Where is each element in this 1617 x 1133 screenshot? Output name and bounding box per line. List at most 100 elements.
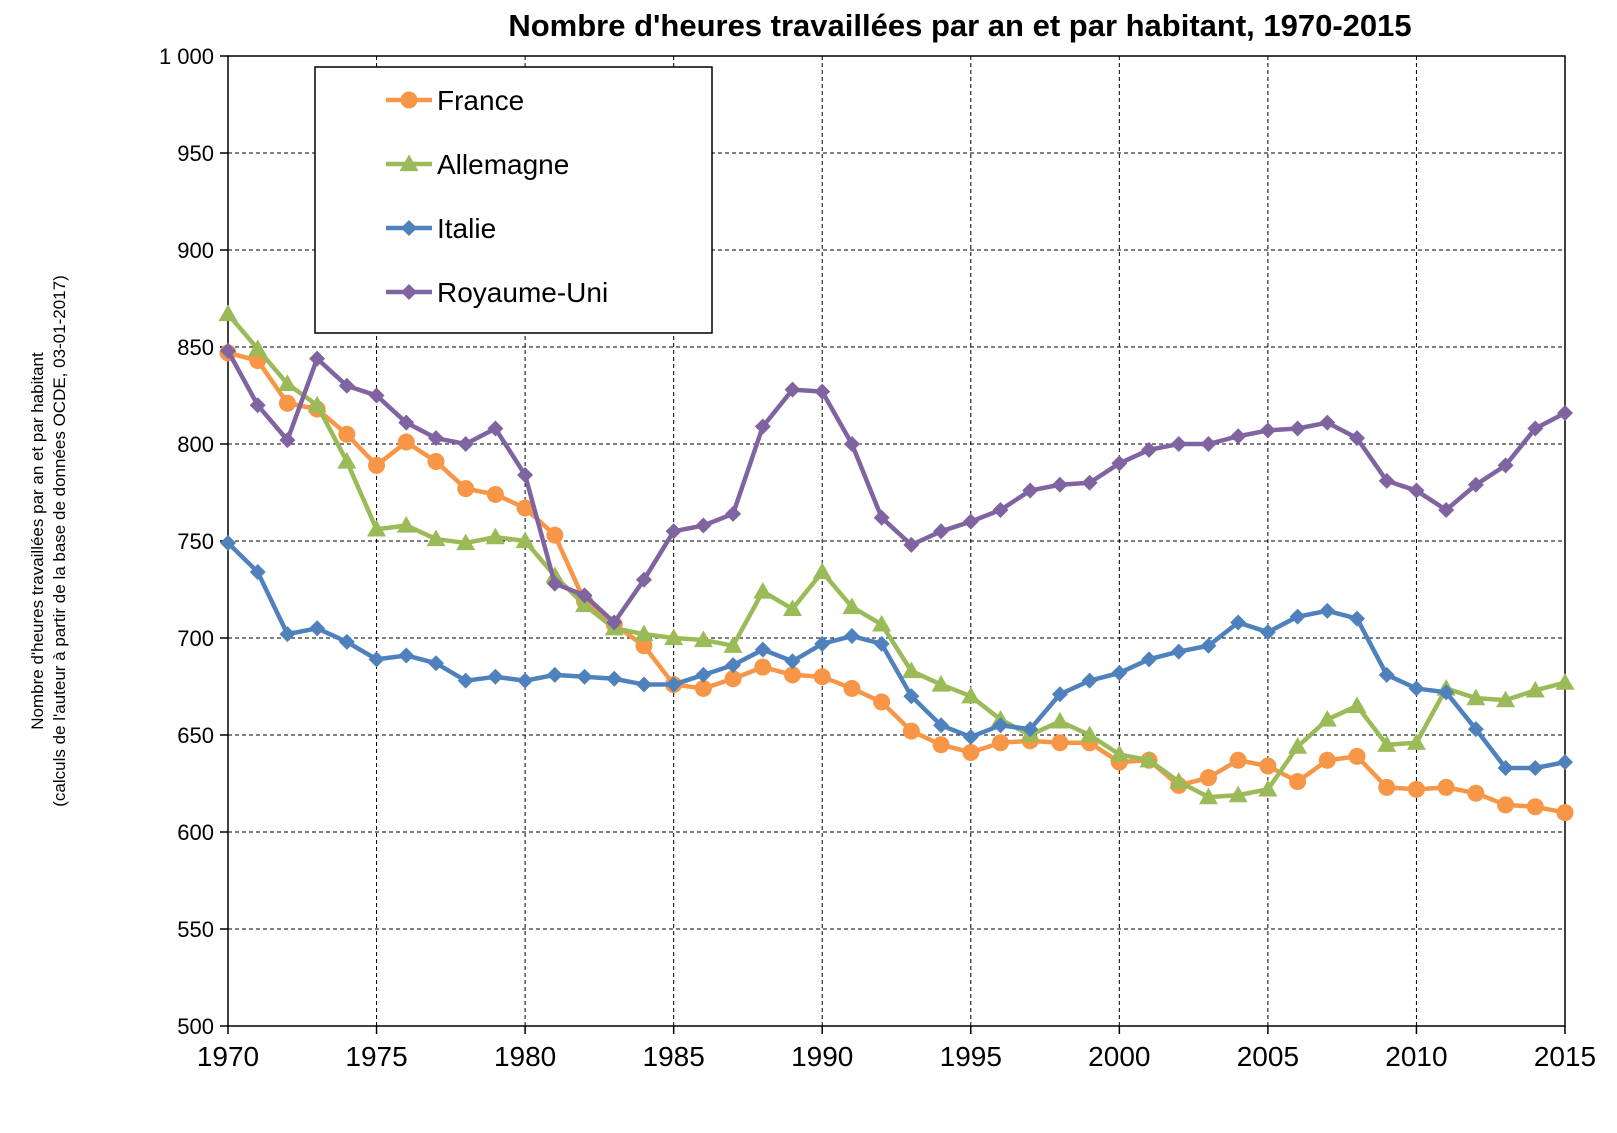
y-axis-label-line2: (calculs de l'auteur à partir de la base… bbox=[50, 275, 69, 807]
data-point-allemagne bbox=[931, 675, 951, 692]
data-point-royaume-uni bbox=[1408, 482, 1425, 499]
data-point-france bbox=[486, 485, 504, 503]
data-point-italie bbox=[1081, 672, 1098, 689]
data-point-italie bbox=[249, 564, 266, 581]
data-point-royaume-uni bbox=[1081, 474, 1098, 491]
x-tick-label: 1985 bbox=[643, 1041, 705, 1072]
chart-title: Nombre d'heures travaillées par an et pa… bbox=[508, 8, 1411, 43]
data-point-france bbox=[1467, 784, 1485, 802]
legend-item-france: France bbox=[386, 85, 524, 116]
data-point-royaume-uni bbox=[1497, 457, 1514, 474]
legend: France Allemagne Italie Royaume-Uni bbox=[314, 66, 713, 334]
y-tick-label: 700 bbox=[177, 626, 214, 651]
data-point-royaume-uni bbox=[1141, 441, 1158, 458]
data-point-royaume-uni bbox=[1467, 476, 1484, 493]
data-point-royaume-uni bbox=[576, 587, 593, 604]
data-point-royaume-uni bbox=[1289, 420, 1306, 437]
data-point-royaume-uni bbox=[635, 571, 652, 588]
data-point-allemagne bbox=[1347, 696, 1367, 714]
x-tick-label: 2005 bbox=[1237, 1041, 1299, 1072]
data-point-italie bbox=[1527, 759, 1544, 776]
data-point-allemagne bbox=[1080, 725, 1100, 743]
legend-item-allemagne: Allemagne bbox=[386, 149, 569, 180]
data-point-royaume-uni bbox=[1319, 414, 1336, 431]
data-point-france bbox=[1437, 778, 1455, 796]
data-point-allemagne bbox=[1317, 709, 1337, 727]
data-point-royaume-uni bbox=[1259, 422, 1276, 439]
data-point-allemagne bbox=[1555, 673, 1575, 690]
series-france bbox=[219, 344, 1574, 822]
data-point-france bbox=[1259, 757, 1277, 775]
data-point-allemagne bbox=[1466, 688, 1486, 706]
legend-swatch-marker bbox=[401, 220, 417, 236]
data-point-royaume-uni bbox=[279, 432, 296, 449]
data-point-allemagne bbox=[1377, 735, 1397, 752]
data-point-royaume-uni bbox=[606, 614, 623, 631]
data-point-italie bbox=[487, 668, 504, 685]
data-point-france bbox=[991, 734, 1009, 752]
data-point-allemagne bbox=[901, 661, 921, 679]
data-point-allemagne bbox=[277, 374, 297, 391]
data-point-france bbox=[873, 693, 891, 711]
data-point-allemagne bbox=[575, 595, 595, 613]
data-point-france bbox=[932, 736, 950, 754]
data-point-france bbox=[278, 394, 296, 412]
data-point-allemagne bbox=[1198, 787, 1218, 805]
data-point-royaume-uni bbox=[1111, 455, 1128, 472]
y-tick-label: 850 bbox=[177, 335, 214, 360]
data-point-france bbox=[694, 679, 712, 697]
data-point-italie bbox=[1230, 614, 1247, 631]
data-point-allemagne bbox=[396, 515, 416, 533]
y-axis-label-line1: Nombre d'heures travaillées par an et pa… bbox=[28, 352, 47, 730]
data-point-italie bbox=[338, 633, 355, 650]
data-point-france bbox=[1348, 747, 1366, 765]
data-point-france bbox=[368, 456, 386, 474]
data-point-royaume-uni bbox=[903, 536, 920, 553]
data-point-royaume-uni bbox=[1527, 420, 1544, 437]
data-point-italie bbox=[576, 668, 593, 685]
data-point-royaume-uni bbox=[1022, 482, 1039, 499]
data-point-france bbox=[1497, 796, 1515, 814]
data-point-italie bbox=[1200, 637, 1217, 654]
data-point-royaume-uni bbox=[487, 420, 504, 437]
data-point-royaume-uni bbox=[249, 397, 266, 414]
data-point-royaume-uni bbox=[546, 575, 563, 592]
y-tick-label: 650 bbox=[177, 723, 214, 748]
y-tick-label: 1 000 bbox=[159, 44, 214, 69]
data-point-allemagne bbox=[634, 624, 654, 642]
data-point-italie bbox=[1378, 666, 1395, 683]
data-point-italie bbox=[427, 655, 444, 672]
data-point-italie bbox=[784, 653, 801, 670]
data-point-italie bbox=[962, 728, 979, 745]
data-point-france bbox=[546, 526, 564, 544]
data-point-france bbox=[516, 499, 534, 517]
data-point-france bbox=[1378, 778, 1396, 796]
x-tick-label: 2015 bbox=[1534, 1041, 1596, 1072]
data-point-allemagne bbox=[218, 304, 238, 322]
data-point-allemagne bbox=[426, 529, 446, 547]
data-point-royaume-uni bbox=[1349, 430, 1366, 447]
x-tick-label: 1975 bbox=[345, 1041, 407, 1072]
y-tick-label: 550 bbox=[177, 917, 214, 942]
data-point-italie bbox=[903, 688, 920, 705]
data-point-royaume-uni bbox=[1438, 501, 1455, 518]
data-point-allemagne bbox=[1139, 750, 1159, 768]
data-point-allemagne bbox=[1525, 680, 1545, 698]
legend-swatch-marker bbox=[400, 91, 418, 109]
data-point-allemagne bbox=[783, 599, 803, 617]
data-point-italie bbox=[665, 676, 682, 693]
data-point-italie bbox=[725, 657, 742, 674]
data-point-france bbox=[754, 658, 772, 676]
data-point-france bbox=[338, 425, 356, 443]
data-point-royaume-uni bbox=[309, 350, 326, 367]
data-point-italie bbox=[606, 670, 623, 687]
data-point-allemagne bbox=[1228, 785, 1248, 803]
data-point-allemagne bbox=[664, 628, 684, 646]
data-point-royaume-uni bbox=[338, 377, 355, 394]
data-point-france bbox=[1526, 798, 1544, 816]
data-point-italie bbox=[1349, 610, 1366, 627]
data-point-italie bbox=[279, 626, 296, 643]
data-point-allemagne bbox=[812, 562, 832, 580]
data-point-italie bbox=[1289, 608, 1306, 625]
data-point-allemagne bbox=[1496, 690, 1516, 708]
